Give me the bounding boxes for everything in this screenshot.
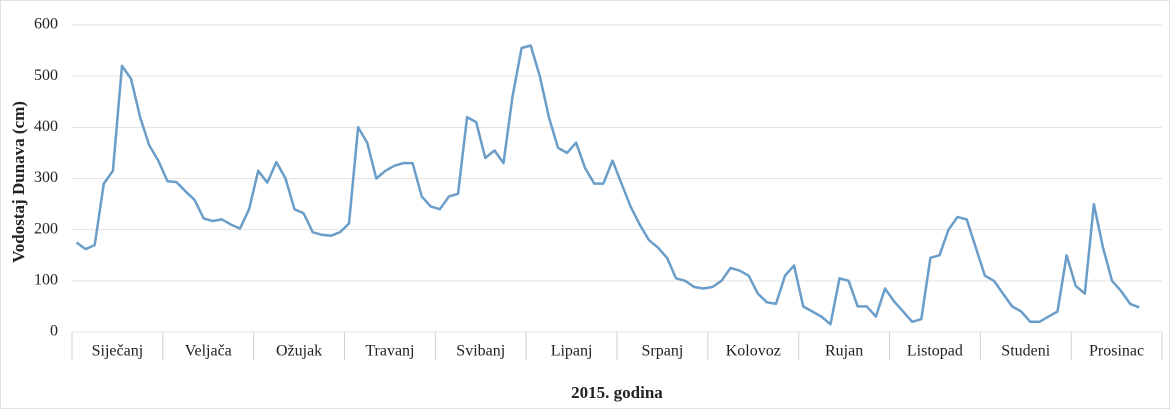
y-tick-label: 100 xyxy=(34,272,58,289)
x-tick-label: Travanj xyxy=(365,343,414,360)
data-line xyxy=(77,46,1158,325)
y-tick-label: 600 xyxy=(34,16,58,33)
x-axis-label: 2015. godina xyxy=(571,383,663,402)
y-tick-label: 400 xyxy=(34,118,58,135)
x-tick-label: Studeni xyxy=(1001,343,1050,360)
y-tick-label: 300 xyxy=(34,169,58,186)
x-tick-label: Ožujak xyxy=(276,343,322,360)
y-axis-label: Vodostaj Dunava (cm) xyxy=(9,101,28,263)
x-tick-label: Srpanj xyxy=(642,343,684,360)
y-tick-label: 0 xyxy=(50,323,58,340)
y-tick-label: 200 xyxy=(34,220,58,237)
x-tick-label: Lipanj xyxy=(551,343,593,360)
x-tick-label: Svibanj xyxy=(456,343,505,360)
x-tick-label: Veljača xyxy=(185,343,232,360)
x-tick-label: Listopad xyxy=(907,343,963,360)
x-tick-label: Kolovoz xyxy=(726,343,781,360)
x-tick-label: Rujan xyxy=(825,343,863,360)
x-tick-label: Prosinac xyxy=(1089,343,1144,360)
x-tick-label: Siječanj xyxy=(92,343,144,360)
y-tick-label: 500 xyxy=(34,67,58,84)
